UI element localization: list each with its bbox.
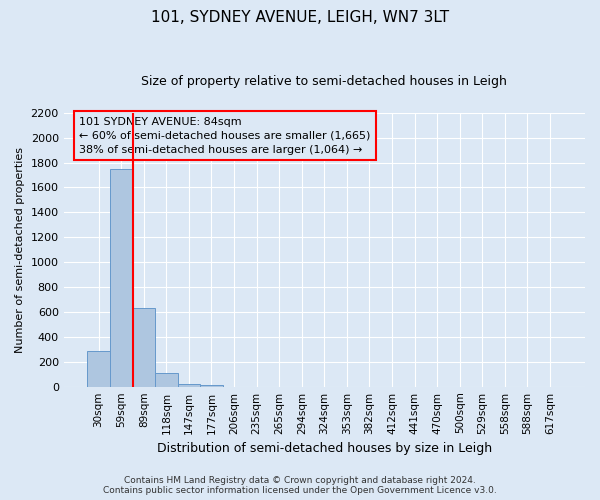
- Bar: [133, 308, 155, 386]
- Bar: [88, 351, 110, 386]
- Text: 101 SYDNEY AVENUE: 84sqm
← 60% of semi-detached houses are smaller (1,665)
38% o: 101 SYDNEY AVENUE: 84sqm ← 60% of semi-d…: [79, 117, 371, 155]
- Bar: [200, 385, 223, 386]
- Bar: [178, 384, 200, 386]
- X-axis label: Distribution of semi-detached houses by size in Leigh: Distribution of semi-detached houses by …: [157, 442, 492, 455]
- Bar: [110, 170, 133, 386]
- Bar: [155, 372, 178, 386]
- Text: 101, SYDNEY AVENUE, LEIGH, WN7 3LT: 101, SYDNEY AVENUE, LEIGH, WN7 3LT: [151, 10, 449, 25]
- Title: Size of property relative to semi-detached houses in Leigh: Size of property relative to semi-detach…: [142, 75, 507, 88]
- Y-axis label: Number of semi-detached properties: Number of semi-detached properties: [15, 146, 25, 352]
- Text: Contains HM Land Registry data © Crown copyright and database right 2024.
Contai: Contains HM Land Registry data © Crown c…: [103, 476, 497, 495]
